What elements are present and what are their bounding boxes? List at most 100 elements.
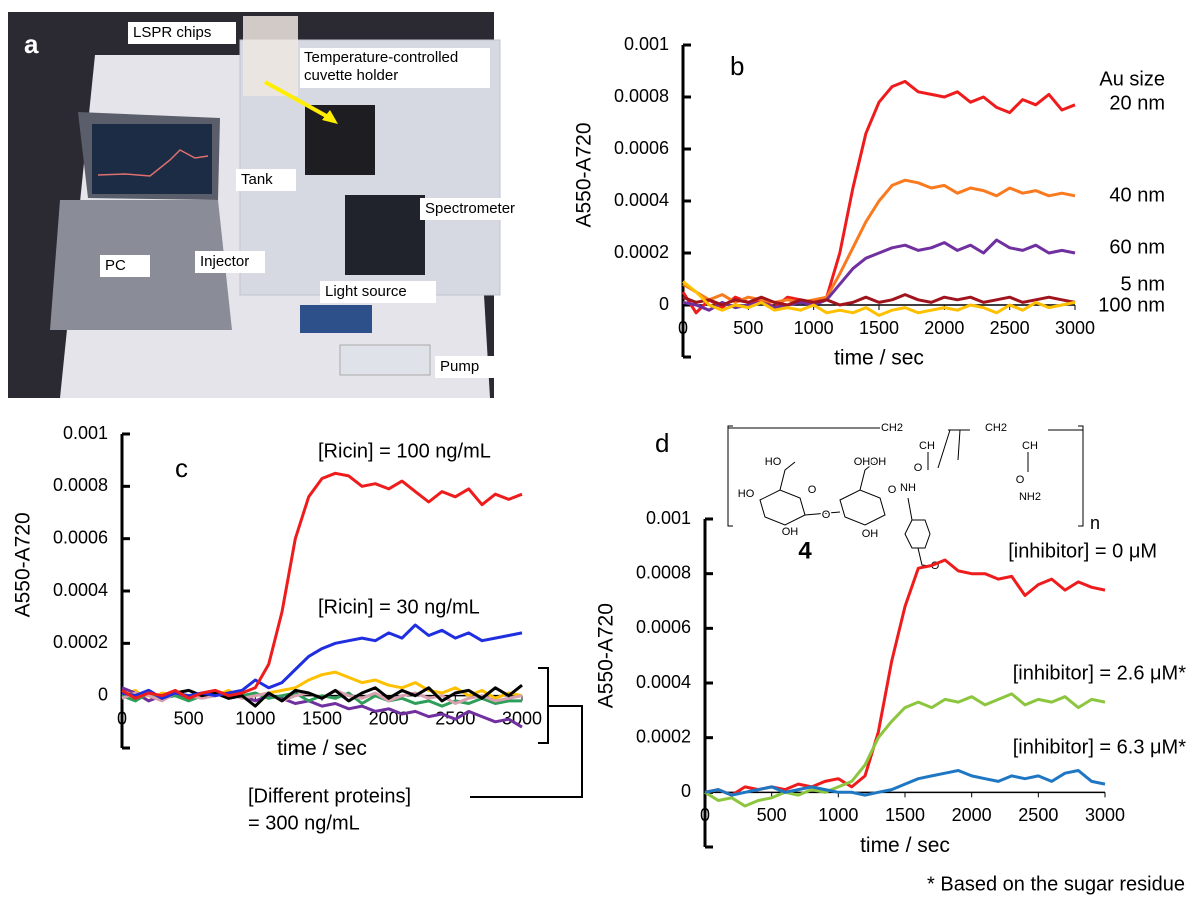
series-label: [Ricin] = 100 ng/mL [318, 440, 491, 462]
y-tick-label: 0.0008 [614, 86, 669, 106]
series-label: [inhibitor] = 0 μM [1008, 540, 1157, 562]
series-label: [Ricin] = 30 ng/mL [318, 596, 480, 618]
photo-label: Pump [440, 358, 479, 375]
panel-letter: a [24, 29, 39, 59]
panel-letter: c [175, 453, 188, 483]
atom-label: CH2 [881, 422, 903, 434]
legend-title: Au size [1099, 68, 1165, 90]
annotation: [Different proteins] [248, 785, 411, 807]
series-label: 100 nm [1098, 294, 1165, 316]
label-box [435, 356, 500, 378]
x-tick-label: 0 [117, 708, 127, 728]
series-label: 20 nm [1109, 92, 1165, 114]
x-tick-label: 3000 [1055, 318, 1095, 338]
photo-label: Spectrometer [425, 200, 515, 217]
y-tick-label: 0 [681, 781, 691, 801]
x-tick-label: 1500 [885, 805, 925, 825]
series-line [121, 471, 523, 700]
x-tick-label: 500 [733, 318, 763, 338]
y-tick-label: 0 [659, 294, 669, 314]
screen-trace [97, 149, 209, 177]
repeat-brackets [727, 425, 1084, 527]
atom-label: HO [738, 488, 755, 500]
photo-label: PC [105, 257, 126, 274]
atom-label: O [914, 462, 923, 474]
compound-number: 4 [798, 537, 812, 564]
repeat-label: n [1090, 513, 1100, 533]
light-source [300, 305, 372, 333]
x-tick-label: 1000 [235, 708, 275, 728]
y-axis-title: A550-A720 [12, 512, 35, 617]
series-line [681, 79, 1076, 315]
series-line [121, 691, 522, 708]
photo-label: cuvette holder [304, 67, 398, 84]
y-axis-title: A550-A720 [573, 122, 596, 227]
y-tick-label: 0.0006 [53, 527, 108, 547]
atom-label: OH [854, 456, 871, 468]
arrow [264, 80, 331, 120]
atom-label: OH [862, 528, 879, 540]
photo-label: Injector [200, 253, 249, 270]
atom-label: CH [919, 440, 935, 452]
x-tick-label: 3000 [1085, 805, 1125, 825]
x-axis-title: time / sec [834, 347, 924, 370]
y-tick-label: 0.001 [624, 34, 669, 54]
photo-label: Temperature-controlled [304, 49, 458, 66]
footnote: * Based on the sugar residue [927, 873, 1185, 895]
x-tick-label: 1000 [818, 805, 858, 825]
y-tick-label: 0 [98, 684, 108, 704]
series-line [121, 623, 523, 700]
pump [339, 344, 431, 376]
series-line [682, 178, 1076, 304]
series-label: 40 nm [1109, 184, 1165, 206]
x-tick-label: 2500 [1018, 805, 1058, 825]
panel-letter: b [730, 51, 744, 81]
atom-label: CH [1022, 440, 1038, 452]
atom-label: O [888, 484, 897, 496]
label-box [420, 198, 545, 220]
series-line [682, 293, 1076, 307]
atom-label: NH2 [1019, 491, 1041, 503]
cuvette-holder [305, 105, 375, 175]
x-tick-label: 2000 [924, 318, 964, 338]
series-label: 60 nm [1109, 236, 1165, 258]
y-tick-label: 0.001 [646, 508, 691, 528]
label-box [128, 22, 236, 44]
x-tick-label: 500 [174, 708, 204, 728]
x-axis-title: time / sec [860, 834, 950, 857]
x-tick-label: 1000 [794, 318, 834, 338]
series-label: [inhibitor] = 2.6 μM* [1013, 662, 1186, 684]
y-axis-title: A550-A720 [595, 603, 618, 708]
phenyl [904, 497, 931, 567]
series-line [704, 769, 1106, 797]
photo-label: Light source [325, 283, 407, 300]
photo-label: Tank [241, 171, 273, 188]
series-line [704, 692, 1106, 808]
x-axis-title: time / sec [277, 737, 367, 760]
backbone [728, 427, 1083, 472]
atom-label: CH2 [985, 422, 1007, 434]
y-tick-label: 0.0002 [53, 632, 108, 652]
label-box [100, 255, 150, 277]
panel-letter: d [655, 428, 669, 458]
y-tick-label: 0.001 [63, 423, 108, 443]
series-line [682, 238, 1076, 312]
x-tick-label: 0 [700, 805, 710, 825]
annotation: = 300 ng/mL [248, 812, 360, 834]
y-tick-label: 0.0002 [636, 726, 691, 746]
x-tick-label: 1500 [302, 708, 342, 728]
atom-label: NH [900, 482, 916, 494]
label-box [195, 251, 265, 273]
y-tick-label: 0.0006 [614, 138, 669, 158]
series-line [121, 684, 523, 708]
y-tick-label: 0.0006 [636, 617, 691, 637]
atom-label: HO [765, 456, 782, 468]
y-tick-label: 0.0008 [53, 475, 108, 495]
lspr-chip [243, 16, 298, 96]
atom-label: OH [870, 456, 887, 468]
series-label: [inhibitor] = 6.3 μM* [1013, 736, 1186, 758]
arrow-head [322, 110, 338, 124]
photo-label: LSPR chips [133, 24, 211, 41]
x-tick-label: 1500 [859, 318, 899, 338]
